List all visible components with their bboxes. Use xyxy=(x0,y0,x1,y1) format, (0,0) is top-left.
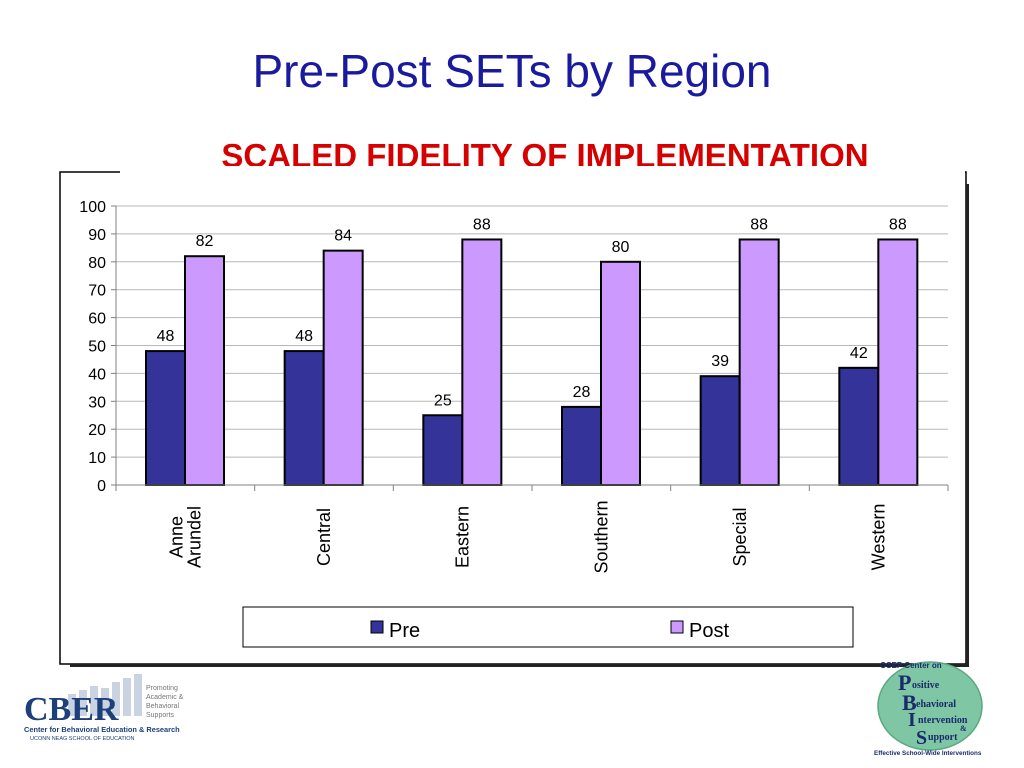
cber-logo: CBER Promoting Academic & Behavioral Sup… xyxy=(24,674,184,742)
legend-box xyxy=(242,606,854,648)
axes xyxy=(111,205,949,491)
y-tick-label: 90 xyxy=(88,227,106,244)
data-label-pre: 42 xyxy=(850,345,868,362)
legend-label-pre: Pre xyxy=(389,620,420,642)
y-tick-label: 60 xyxy=(88,311,106,328)
data-label-post: 82 xyxy=(196,233,214,250)
cber-school: UCONN NEAG SCHOOL OF EDUCATION xyxy=(30,736,135,742)
legend-swatch-pre xyxy=(370,620,384,634)
data-label-post: 84 xyxy=(334,228,352,245)
x-tick-label: Central xyxy=(314,508,334,566)
y-tick-label: 30 xyxy=(88,394,106,411)
chart-frame-shadow-bottom xyxy=(70,664,969,667)
data-label-pre: 48 xyxy=(295,328,313,345)
y-tick-label: 10 xyxy=(88,450,106,467)
cber-full-name: Center for Behavioral Education & Resear… xyxy=(24,725,180,734)
x-tick-label-line: Central xyxy=(314,508,334,566)
bar-pre xyxy=(699,375,741,486)
pbis-letter-i: I xyxy=(908,709,916,731)
pbis-word-intervention: ntervention xyxy=(918,715,968,726)
bar-post xyxy=(738,238,780,486)
bar-chart: 0 10 20 30 40 50 60 70 80 90 100 48 82 AnneArundel 48 8… xyxy=(59,166,969,667)
bar-post xyxy=(184,255,225,486)
slide-title: Pre-Post SETs by Region xyxy=(252,45,772,97)
pbis-globe xyxy=(877,661,983,751)
cber-tagline-2: Academic & xyxy=(146,694,184,701)
x-tick-label-line: Eastern xyxy=(453,506,473,568)
bar-post xyxy=(461,238,503,486)
data-label-post: 80 xyxy=(612,239,630,256)
pbis-word-behavioral: ehavioral xyxy=(916,699,956,710)
bars xyxy=(145,238,919,487)
pbis-word-positive: ositive xyxy=(912,680,940,691)
bar-pre xyxy=(838,366,880,487)
chart-frame-shadow-right xyxy=(966,184,969,666)
bar-pre xyxy=(561,405,602,487)
data-label-pre: 28 xyxy=(573,384,591,401)
y-tick-label: 100 xyxy=(79,199,106,216)
cber-mark: CBER xyxy=(24,691,119,728)
pbis-letter-p: P xyxy=(898,670,911,695)
x-tick-label-line: Western xyxy=(869,504,889,571)
bar-pre xyxy=(422,414,464,486)
pbis-ampersand: & xyxy=(960,724,967,733)
pbis-logo: OSEP Center on P ositive B ehavioral I n… xyxy=(874,661,983,757)
pbis-footer: Effective School-Wide Interventions xyxy=(874,750,982,757)
x-tick-label: Eastern xyxy=(453,506,473,568)
bar-post xyxy=(877,238,919,486)
legend-swatch-post xyxy=(670,620,684,634)
x-tick-label-line: Special xyxy=(730,507,750,566)
data-label-post: 88 xyxy=(473,216,491,233)
y-tick-label: 40 xyxy=(88,366,106,383)
pbis-letter-b: B xyxy=(902,690,917,715)
data-label-post: 88 xyxy=(750,216,768,233)
bar-post xyxy=(322,249,364,486)
y-tick-label: 80 xyxy=(88,255,106,272)
legend-label-post: Post xyxy=(689,620,729,642)
cber-bars-graphic xyxy=(68,674,142,716)
y-tick-label: 70 xyxy=(88,283,106,300)
y-tick-label: 0 xyxy=(97,478,106,495)
cber-tagline-4: Supports xyxy=(146,712,175,719)
pbis-letter-s: S xyxy=(916,727,927,749)
data-label-pre: 39 xyxy=(711,353,729,370)
data-label-post: 88 xyxy=(889,216,907,233)
cber-tagline-3: Behavioral xyxy=(146,703,180,710)
x-tick-label: Special xyxy=(730,507,750,566)
x-tick-label-line: Arundel xyxy=(184,506,204,568)
y-tick-label: 20 xyxy=(88,422,106,439)
chart-frame-title-gap xyxy=(120,166,965,183)
legend: Pre Post xyxy=(242,606,854,648)
bar-pre xyxy=(145,350,186,486)
bar-pre xyxy=(283,350,325,486)
x-tick-label: Western xyxy=(869,504,889,571)
labels: 0 10 20 30 40 50 60 70 80 90 100 48 82 AnneArundel 48 8… xyxy=(79,199,907,574)
x-tick-label: AnneArundel xyxy=(166,506,204,568)
data-label-pre: 25 xyxy=(434,392,452,409)
x-tick-label: Southern xyxy=(591,500,611,573)
data-label-pre: 48 xyxy=(157,328,175,345)
pbis-word-support: upport xyxy=(928,732,958,743)
pbis-header: OSEP Center on xyxy=(880,661,942,670)
bar-post xyxy=(600,260,641,486)
x-tick-label-line: Anne xyxy=(166,516,186,558)
cber-tagline-1: Promoting xyxy=(146,685,178,692)
y-tick-label: 50 xyxy=(88,339,106,356)
x-tick-label-line: Southern xyxy=(591,500,611,573)
